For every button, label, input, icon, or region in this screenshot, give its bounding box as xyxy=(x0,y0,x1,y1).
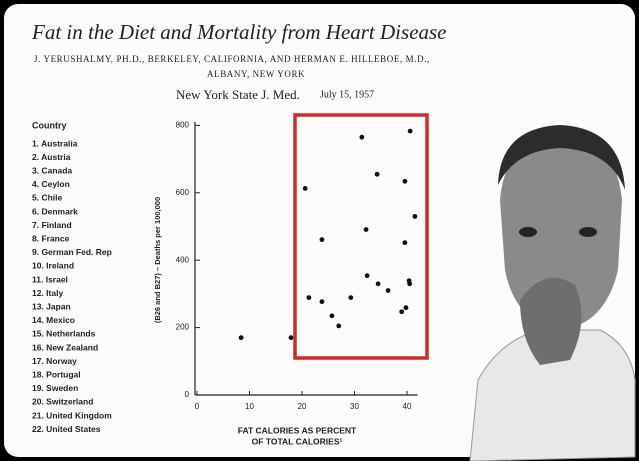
highlight-box xyxy=(293,113,429,360)
legend-title: Country xyxy=(32,120,67,130)
point xyxy=(359,134,365,140)
country-item: 22. United States xyxy=(32,424,101,434)
country-item: 19. Sweden xyxy=(32,383,78,393)
country-item: 17. Norway xyxy=(32,356,77,366)
x-tick-label: 0 xyxy=(195,402,200,411)
hand xyxy=(520,277,582,365)
point xyxy=(403,305,409,311)
plot: 1. Australia 2. Austria 3. Canada 4. Ceylon… xyxy=(32,120,418,446)
hair xyxy=(498,125,625,190)
x-axis-label: OF TOTAL CALORIES¹ xyxy=(252,436,343,446)
country-item: 10. Ireland xyxy=(32,261,74,271)
country-item: 21. United Kingdom xyxy=(32,410,112,420)
authors: ALBANY, NEW YORK xyxy=(207,69,305,79)
x-tick-label: 40 xyxy=(403,402,412,411)
point xyxy=(407,281,413,287)
point xyxy=(385,288,391,293)
x-tick-label: 20 xyxy=(298,402,307,411)
country-item: 15. Netherlands xyxy=(32,329,96,339)
point xyxy=(407,128,413,134)
y-tick-label: 0 xyxy=(185,390,190,399)
paper xyxy=(4,4,635,457)
point xyxy=(412,213,418,219)
point xyxy=(288,335,294,341)
country-item: 6. Denmark xyxy=(32,206,78,216)
x-tick-label: 30 xyxy=(350,402,359,411)
point xyxy=(336,323,342,329)
country-item: 7. Finland xyxy=(32,220,72,230)
country-item: 13. Japan xyxy=(32,301,71,311)
country-item: 12. Italy xyxy=(32,288,63,298)
country-item: 5. Chile xyxy=(32,193,63,203)
y-axis-label: (B26 and B27) – Deaths per 100,000 xyxy=(153,197,162,323)
point xyxy=(319,237,325,243)
y-tick-label: 200 xyxy=(176,323,190,332)
y-tick-label: 400 xyxy=(176,255,190,264)
country-item: 1. Australia xyxy=(32,138,78,148)
country-item: 20. Switzerland xyxy=(32,397,93,407)
date: July 15, 1957 xyxy=(320,89,374,100)
country-item: 14. Mexico xyxy=(32,315,75,325)
country-item: 9. German Fed. Rep xyxy=(32,247,112,257)
y-tick-label: 800 xyxy=(176,120,190,129)
country-item: 11. Israel xyxy=(32,274,68,284)
point xyxy=(402,178,408,184)
point xyxy=(306,295,312,300)
country-item: 18. Portugal xyxy=(32,369,81,379)
point xyxy=(374,171,380,177)
portrait xyxy=(469,125,636,461)
point xyxy=(364,273,370,279)
eye xyxy=(579,227,597,237)
authors: J. YERUSHALMY, PH.D., BERKELEY, CALIFORN… xyxy=(34,54,430,64)
country-item: 16. New Zealand xyxy=(32,342,98,352)
country-item: 4. Ceylon xyxy=(32,179,70,189)
x-tick-label: 10 xyxy=(245,402,254,411)
point xyxy=(402,240,408,246)
point xyxy=(302,185,308,191)
point xyxy=(238,335,244,341)
country-item: 8. France xyxy=(32,233,70,243)
point xyxy=(348,295,354,300)
point xyxy=(399,309,405,315)
point xyxy=(375,281,381,287)
chart-title: Fat in the Diet and Mortality from Heart… xyxy=(31,20,447,44)
x-axis-label: FAT CALORIES AS PERCENT xyxy=(238,425,357,435)
face xyxy=(500,132,622,330)
y-tick-label: 600 xyxy=(176,188,190,197)
country-item: 3. Canada xyxy=(32,165,72,175)
point xyxy=(363,227,369,232)
country-item: 2. Austria xyxy=(32,152,71,162)
point xyxy=(319,299,325,305)
journal: New York State J. Med. xyxy=(176,87,300,102)
eye xyxy=(519,227,537,237)
point xyxy=(329,313,335,319)
